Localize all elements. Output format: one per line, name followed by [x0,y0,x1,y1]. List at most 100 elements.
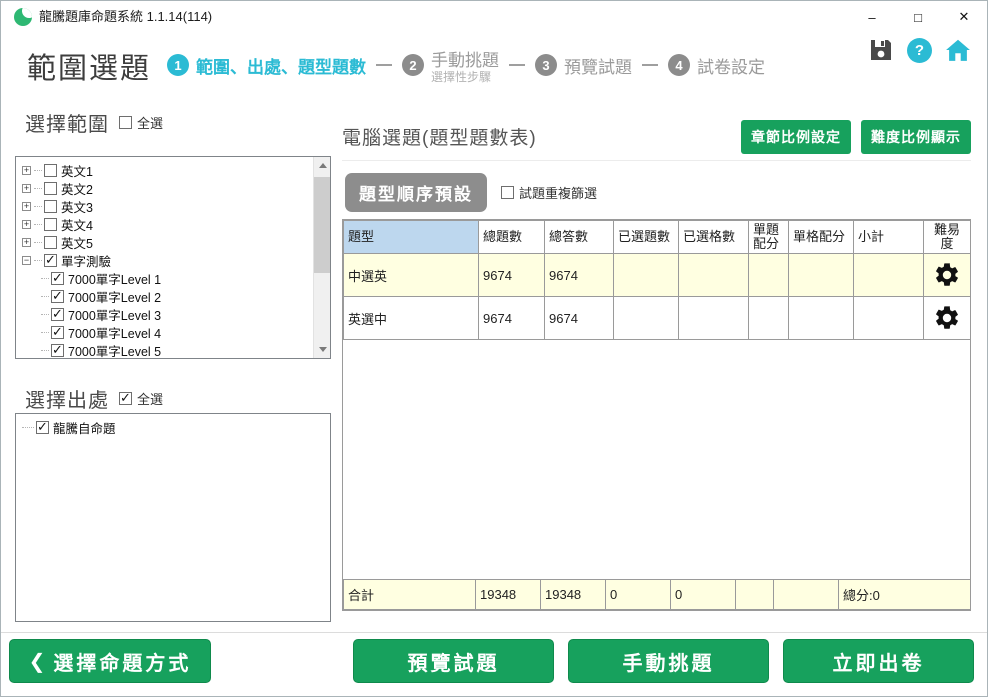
checkbox[interactable] [44,199,57,213]
table-header-row: 題型 總題數 總答數 已選題數 已選格數 單題配分 單格配分 小計 難易度 [343,220,971,254]
step-4[interactable]: 4 試卷設定 [668,53,765,78]
tree-item[interactable]: + 英文4 [22,217,93,233]
scrollbar-thumb[interactable] [314,177,330,273]
order-preset-row: 題型順序預設 試題重複篩選 [345,173,597,212]
duplicate-filter-checkbox[interactable] [501,186,514,199]
expand-plus-icon[interactable]: + [22,218,31,229]
source-select-all[interactable]: 全選 [119,389,163,408]
cell-selected-questions[interactable] [613,253,679,297]
title-bar: 龍騰題庫命題系統 1.1.14(114) – □ ✕ [1,1,987,33]
grid-empty-area [343,340,970,579]
difficulty-ratio-button[interactable]: 難度比例顯示 [861,119,971,154]
source-tree: 龍騰自命題 [16,414,330,436]
range-tree: + 英文1 + 英文2 + 英文3 + 英文4 + 英文5 − 單字測驗 [16,157,330,358]
difficulty-gear-icon[interactable] [923,296,971,340]
manual-pick-button[interactable]: 手動挑題 [568,639,769,683]
footer-bar: ❮ 選擇命題方式 預覽試題 手動挑題 立即出卷 [1,632,987,696]
app-logo-icon [14,8,32,26]
checkbox[interactable] [44,163,57,177]
expand-plus-icon[interactable]: + [22,200,31,211]
step-3[interactable]: 3 預覽試題 [535,53,632,78]
cell-subtotal [853,296,924,340]
tree-item[interactable]: 7000單字Level 4 [22,323,328,341]
checkbox[interactable] [51,324,64,340]
window-controls: – □ ✕ [849,1,987,33]
expand-plus-icon[interactable]: + [22,236,31,247]
back-to-method-button[interactable]: ❮ 選擇命題方式 [9,639,211,683]
tree-item[interactable]: − 單字測驗 [22,251,328,269]
cell-score-per-question[interactable] [748,253,789,297]
duplicate-filter[interactable]: 試題重複篩選 [501,183,597,202]
maximize-button[interactable]: □ [914,9,922,25]
range-title: 選擇範圍 [25,114,109,136]
tree-item[interactable]: + 英文3 [22,199,93,215]
col-selected-questions: 已選題數 [613,220,679,254]
total-score-per-question [735,579,774,610]
help-icon[interactable]: ? [907,37,932,63]
generate-exam-button[interactable]: 立即出卷 [783,639,974,683]
scroll-up-icon[interactable] [314,157,330,174]
checkbox[interactable] [36,419,49,435]
range-scrollbar[interactable] [313,157,330,358]
tree-item[interactable]: 7000單字Level 2 [22,287,328,305]
source-select-all-checkbox[interactable] [119,390,132,406]
checkbox[interactable] [44,181,57,195]
tree-item[interactable]: + 英文1 [22,163,93,179]
home-icon[interactable] [945,37,971,63]
checkbox[interactable] [51,342,64,358]
checkbox[interactable] [44,252,57,268]
checkbox[interactable] [51,288,64,304]
page-title: 範圍選題 [27,53,152,85]
preview-questions-button[interactable]: 預覽試題 [353,639,554,683]
range-select-all-label: 全選 [137,116,164,131]
question-type-table: 題型 總題數 總答數 已選題數 已選格數 單題配分 單格配分 小計 難易度 中選… [343,220,971,340]
cell-score-per-cell[interactable] [788,296,854,340]
total-selected-cells: 0 [670,579,736,610]
step-connector [509,64,525,66]
tree-item[interactable]: 7000單字Level 1 [22,269,328,287]
save-icon[interactable] [868,37,894,63]
cell-score-per-cell[interactable] [788,253,854,297]
step-2-number: 2 [402,54,424,76]
checkbox[interactable] [51,270,64,286]
expand-plus-icon[interactable]: + [22,164,31,175]
tree-item[interactable]: + 英文5 [22,235,93,251]
col-subtotal: 小計 [853,220,924,254]
chapter-ratio-button[interactable]: 章節比例設定 [741,119,851,154]
expand-minus-icon[interactable]: − [22,254,31,265]
step-1[interactable]: 1 範圍、出處、題型題數 [167,53,366,78]
step-4-number: 4 [668,54,690,76]
difficulty-gear-icon[interactable] [923,253,971,297]
checkbox[interactable] [51,306,64,322]
cell-selected-questions[interactable] [613,296,679,340]
total-score-per-cell [773,579,839,610]
scroll-down-icon[interactable] [314,341,330,358]
cell-total-answers: 9674 [544,253,614,297]
cell-question-type: 中選英 [343,253,479,297]
cell-question-type: 英選中 [343,296,479,340]
app-title: 龍騰題庫命題系統 1.1.14(114) [39,9,213,24]
cell-subtotal [853,253,924,297]
cell-score-per-question[interactable] [748,296,789,340]
question-order-preset-button[interactable]: 題型順序預設 [345,173,487,212]
range-select-all[interactable]: 全選 [119,113,163,132]
checkbox[interactable] [44,235,57,249]
range-section-header: 選擇範圍 全選 [25,108,163,137]
range-select-all-checkbox[interactable] [119,116,132,129]
tree-item[interactable]: 7000單字Level 5 [22,341,328,358]
tree-item[interactable]: 7000單字Level 3 [22,305,328,323]
col-question-type: 題型 [343,220,479,254]
cell-selected-cells[interactable] [678,296,749,340]
step-4-label: 試卷設定 [697,57,765,77]
step-2[interactable]: 2 手動挑題 選擇性步驟 [402,46,499,84]
col-selected-cells: 已選格數 [678,220,749,254]
cell-selected-cells[interactable] [678,253,749,297]
expand-plus-icon[interactable]: + [22,182,31,193]
step-3-number: 3 [535,54,557,76]
tree-item[interactable]: + 英文2 [22,181,93,197]
checkbox[interactable] [44,217,57,231]
minimize-button[interactable]: – [868,9,876,25]
close-button[interactable]: ✕ [958,9,970,24]
tree-item[interactable]: 龍騰自命題 [22,418,328,436]
